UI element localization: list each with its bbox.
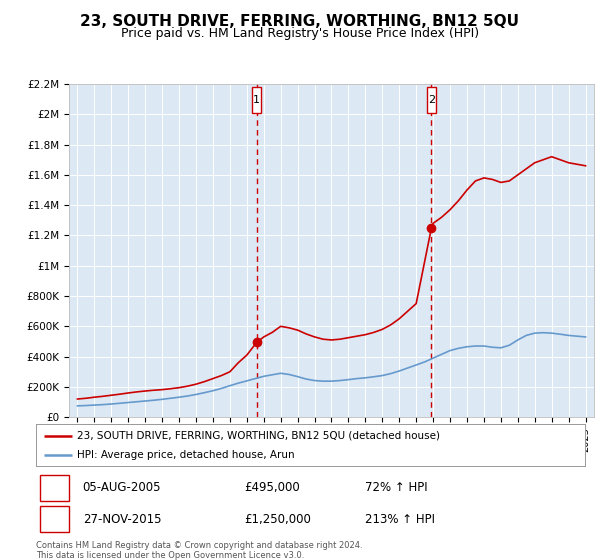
Text: 1: 1 xyxy=(253,95,260,105)
Text: 213% ↑ HPI: 213% ↑ HPI xyxy=(365,512,436,526)
Text: 23, SOUTH DRIVE, FERRING, WORTHING, BN12 5QU: 23, SOUTH DRIVE, FERRING, WORTHING, BN12… xyxy=(80,14,520,29)
Text: Contains HM Land Registry data © Crown copyright and database right 2024.
This d: Contains HM Land Registry data © Crown c… xyxy=(36,541,362,560)
Text: 72% ↑ HPI: 72% ↑ HPI xyxy=(365,481,428,494)
FancyBboxPatch shape xyxy=(252,87,262,113)
FancyBboxPatch shape xyxy=(40,506,69,532)
Text: 2: 2 xyxy=(428,95,435,105)
Text: Price paid vs. HM Land Registry's House Price Index (HPI): Price paid vs. HM Land Registry's House … xyxy=(121,27,479,40)
Text: 23, SOUTH DRIVE, FERRING, WORTHING, BN12 5QU (detached house): 23, SOUTH DRIVE, FERRING, WORTHING, BN12… xyxy=(77,431,440,441)
Text: 1: 1 xyxy=(51,481,58,494)
FancyBboxPatch shape xyxy=(40,475,69,501)
Text: HPI: Average price, detached house, Arun: HPI: Average price, detached house, Arun xyxy=(77,450,295,460)
Text: 05-AUG-2005: 05-AUG-2005 xyxy=(83,481,161,494)
Text: £495,000: £495,000 xyxy=(245,481,301,494)
Text: 27-NOV-2015: 27-NOV-2015 xyxy=(83,512,161,526)
Text: 2: 2 xyxy=(51,512,58,526)
FancyBboxPatch shape xyxy=(427,87,436,113)
Text: £1,250,000: £1,250,000 xyxy=(245,512,311,526)
